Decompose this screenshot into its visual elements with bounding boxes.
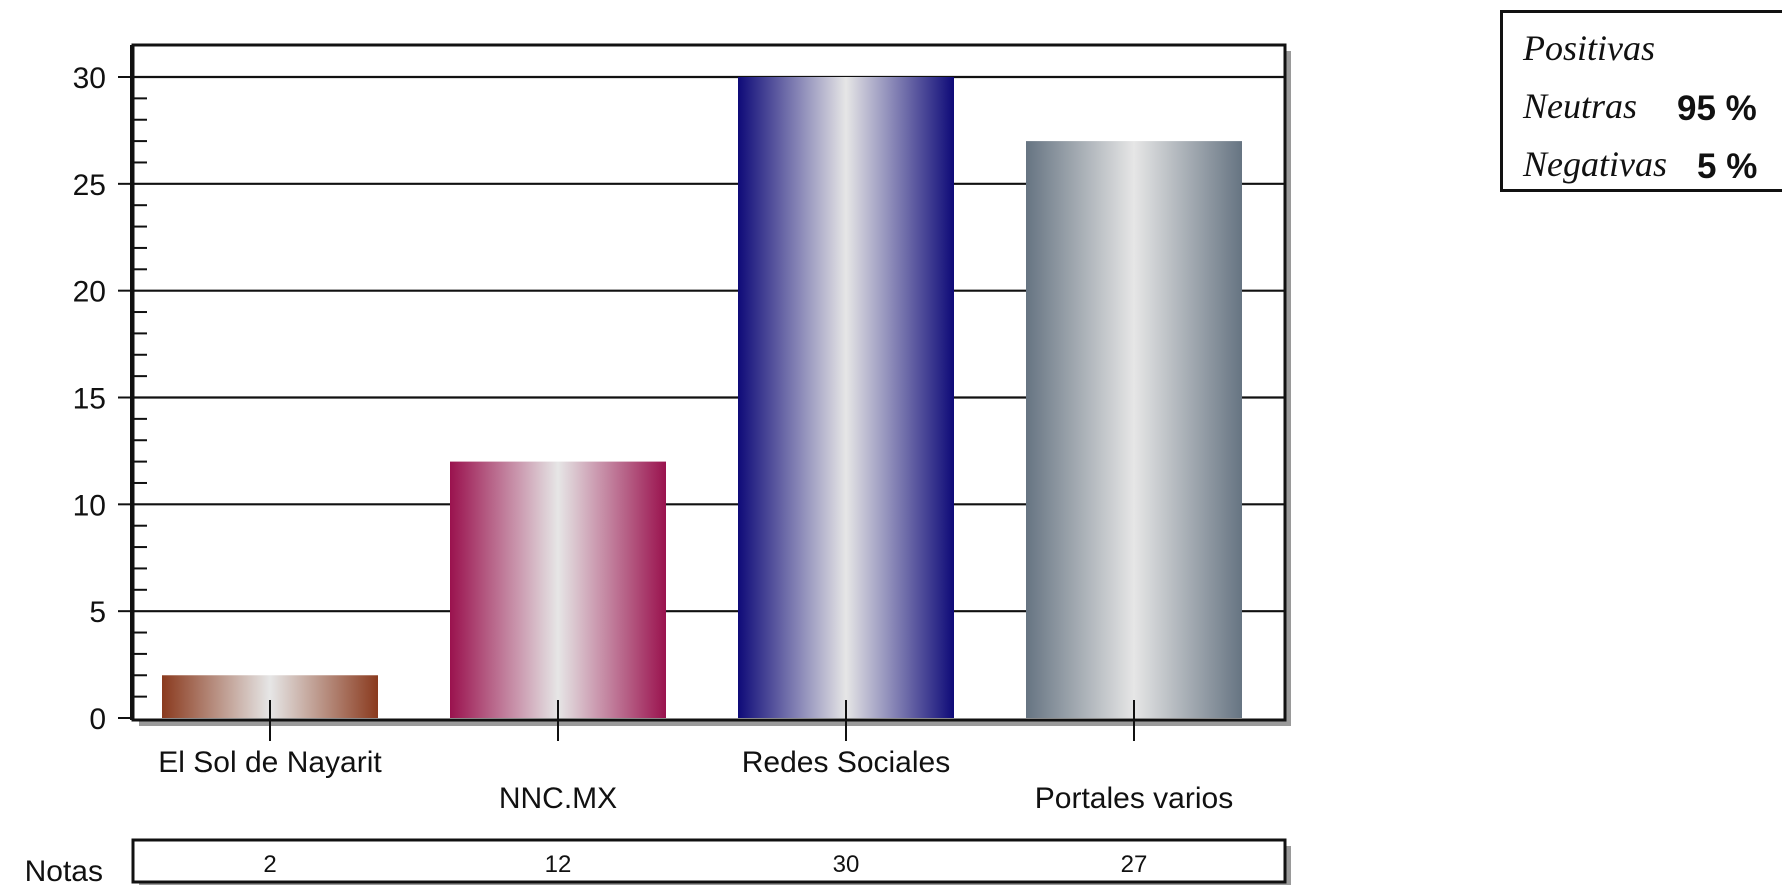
x-category-label: Portales varios <box>1035 782 1233 815</box>
y-tick-label: 0 <box>89 703 106 736</box>
bars <box>162 77 1242 719</box>
sentiment-label: Negativas <box>1523 144 1667 184</box>
sentiment-label: Positivas <box>1523 28 1655 68</box>
sentiment-row-neutral: Neutras 95 % <box>1503 77 1782 135</box>
sentiment-value: 95 % <box>1677 89 1757 128</box>
sentiment-row-negative: Negativas 5 % <box>1503 135 1782 193</box>
bar <box>738 77 954 718</box>
bar <box>1026 141 1242 719</box>
x-category-label: Redes Sociales <box>742 746 950 779</box>
sentiment-value: 5 % <box>1697 147 1758 186</box>
y-tick-label: 15 <box>73 383 106 416</box>
y-axis: 0 5 10 15 20 25 30 <box>73 45 147 736</box>
data-table-values: 2 12 30 27 <box>263 851 1147 878</box>
sentiment-row-positive: Positivas <box>1503 19 1782 77</box>
y-tick-label: 5 <box>89 596 106 629</box>
data-table-cell: 30 <box>833 851 860 878</box>
bar <box>450 461 666 718</box>
y-tick-label: 30 <box>73 62 106 95</box>
data-table-cell: 2 <box>263 851 276 878</box>
x-category-label: NNC.MX <box>499 782 617 815</box>
sentiment-label: Neutras <box>1523 86 1638 126</box>
data-table-cell: 27 <box>1121 851 1148 878</box>
x-axis-ticks <box>269 700 1135 741</box>
bar-chart: 0 5 10 15 20 25 30 El Sol de Nayarit NNC.MX Rede… <box>25 43 1291 885</box>
data-table-cell: 12 <box>545 851 572 878</box>
y-tick-label: 10 <box>73 489 106 522</box>
y-tick-label: 20 <box>73 276 106 309</box>
x-category-label: El Sol de Nayarit <box>158 746 382 779</box>
sentiment-summary: Positivas Neutras 95 % Negativas 5 % <box>1500 10 1782 192</box>
x-axis-labels: El Sol de Nayarit NNC.MX Redes Sociales Por… <box>158 746 1233 815</box>
y-tick-label: 25 <box>73 169 106 202</box>
data-table <box>131 838 1287 884</box>
data-table-row-label: Notas <box>25 855 103 885</box>
